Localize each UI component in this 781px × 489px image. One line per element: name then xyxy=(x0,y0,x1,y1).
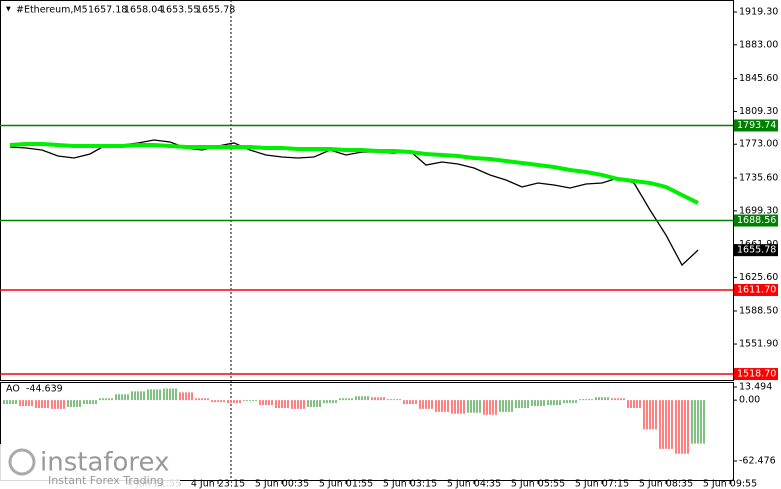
y-tick-label: 1735.60 xyxy=(739,173,778,184)
y-tick-label: 1883.00 xyxy=(739,39,778,50)
x-tick-label: 5 Jun 01:55 xyxy=(319,479,373,489)
y-tick-label: 1588.50 xyxy=(739,305,778,316)
y-tick-label: 1845.60 xyxy=(739,73,778,84)
moving-average xyxy=(9,142,699,205)
indicator-panel xyxy=(0,382,734,481)
y-tick-label: 1551.90 xyxy=(739,339,778,350)
y-tick-label: 1773.00 xyxy=(739,139,778,150)
x-tick-label: 5 Jun 05:55 xyxy=(511,479,565,489)
level-label: 1611.70 xyxy=(737,284,776,295)
y-tick-label: 1919.30 xyxy=(739,7,778,18)
price-line xyxy=(9,139,699,267)
x-tick-label: 5 Jun 04:35 xyxy=(447,479,501,489)
y-tick-label: 1809.30 xyxy=(739,106,778,117)
last-price-label: 1655.78 xyxy=(737,245,776,256)
ind-y-tick-label: 0.00 xyxy=(739,395,760,406)
marker: ▾ xyxy=(6,4,11,15)
y-tick-label: 1625.60 xyxy=(739,272,778,283)
level-label: 1688.56 xyxy=(737,215,776,226)
level-tag xyxy=(734,119,778,132)
indicator-name: AO xyxy=(6,384,20,395)
indicator-current: -44.639 xyxy=(26,384,63,395)
brand: instaforex xyxy=(40,448,169,478)
y-tick-label: 1699.30 xyxy=(739,205,778,216)
high: 1658.04 xyxy=(124,5,163,16)
tagline: Instant Forex Trading xyxy=(48,474,164,487)
price-panel xyxy=(0,0,734,381)
logo-icon xyxy=(8,448,36,476)
x-tick-label: 4 Jun 23:15 xyxy=(191,479,245,489)
x-tick-label: 5 Jun 08:35 xyxy=(639,479,693,489)
watermark: instaforex Instant Forex Trading xyxy=(0,444,180,489)
x-tick-label: 5 Jun 09:55 xyxy=(703,479,757,489)
close: 1655.78 xyxy=(196,5,235,16)
level-tag xyxy=(734,214,778,227)
level-label: 1793.74 xyxy=(737,120,776,131)
open: 1657.18 xyxy=(88,5,127,16)
x-tick-label: 5 Jun 03:15 xyxy=(383,479,437,489)
x-tick-label: 5 Jun 00:35 xyxy=(255,479,309,489)
ind-y-tick-label: 13.494 xyxy=(739,382,772,393)
last-price-tag xyxy=(734,244,778,257)
symbol: #Ethereum,M5 xyxy=(16,5,88,16)
x-tick-label: 5 Jun 07:15 xyxy=(575,479,629,489)
low: 1653.55 xyxy=(160,5,199,16)
level-tag xyxy=(734,283,778,296)
level-label: 1518.70 xyxy=(737,369,776,380)
level-tag xyxy=(734,368,778,381)
ind-y-tick-label: -62.476 xyxy=(739,456,776,467)
